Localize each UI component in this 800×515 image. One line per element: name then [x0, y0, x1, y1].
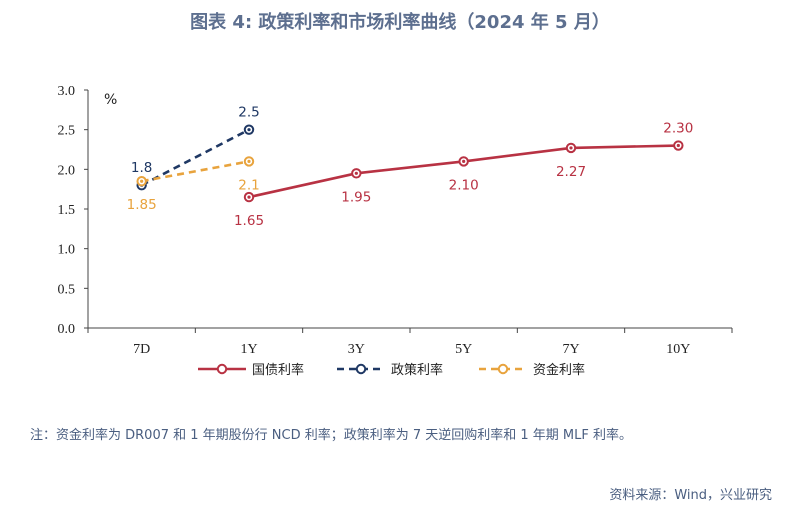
chart-title: 图表 4: 政策利率和市场利率曲线（2024 年 5 月） — [190, 12, 610, 33]
x-tick-label: 3Y — [348, 342, 365, 357]
y-tick-label: 1.0 — [58, 243, 76, 258]
data-label: 1.8 — [131, 160, 152, 176]
y-tick-label: 3.0 — [58, 84, 76, 99]
legend-label: 国债利率 — [252, 362, 304, 378]
series-line — [141, 128, 250, 187]
chart-data-labels: 1.65 1.95 2.10 2.27 2.30 1.8 2.5 1.85 2.1 — [127, 105, 694, 229]
data-point-core — [462, 159, 466, 163]
data-label: 1.65 — [234, 213, 264, 229]
data-point-core — [247, 128, 251, 132]
data-point-core — [676, 143, 680, 148]
y-tick-label: 0.5 — [58, 282, 76, 297]
x-tick-label: 7D — [133, 342, 150, 357]
data-label: 2.5 — [238, 105, 259, 121]
data-label: 2.27 — [556, 164, 586, 180]
data-point-core — [569, 146, 573, 150]
chart-axes: 0.0 0.5 1.0 1.5 2.0 2.5 3.0 7D 1Y 3Y 5Y 7Y 10Y% — [58, 84, 733, 357]
data-label: 2.1 — [238, 177, 259, 193]
data-point-core — [247, 195, 251, 199]
y-axis-unit: % — [104, 92, 117, 108]
chart-legend: 国债利率 政策利率 资金利率 — [198, 362, 585, 378]
chart-footnote: 注：资金利率为 DR007 和 1 年期股份行 NCD 利率；政策利率为 7 天… — [30, 428, 633, 443]
chart-source: 资料来源：Wind，兴业研究 — [609, 488, 772, 503]
data-point-core — [247, 159, 251, 163]
x-tick-label: 7Y — [562, 342, 579, 357]
legend-label: 资金利率 — [533, 362, 585, 378]
legend-swatch-marker — [497, 363, 509, 375]
x-tick-label: 5Y — [455, 342, 472, 357]
legend-swatch-marker — [355, 363, 367, 375]
x-tick-label: 10Y — [666, 342, 690, 357]
y-tick-label: 2.5 — [58, 124, 76, 139]
data-label: 1.85 — [127, 197, 157, 213]
series-line — [141, 160, 250, 183]
data-label: 2.30 — [663, 121, 693, 137]
x-tick-label: 1Y — [240, 342, 257, 357]
y-tick-label: 1.5 — [58, 203, 76, 218]
data-label: 1.95 — [341, 189, 371, 205]
legend-swatch-marker — [216, 363, 228, 375]
data-label: 2.10 — [449, 177, 479, 193]
y-tick-label: 2.0 — [58, 163, 76, 178]
chart-series — [136, 124, 684, 203]
legend-label: 政策利率 — [391, 362, 443, 378]
y-tick-label: 0.0 — [58, 322, 76, 337]
data-point-core — [140, 179, 144, 183]
data-point-core — [354, 171, 358, 175]
